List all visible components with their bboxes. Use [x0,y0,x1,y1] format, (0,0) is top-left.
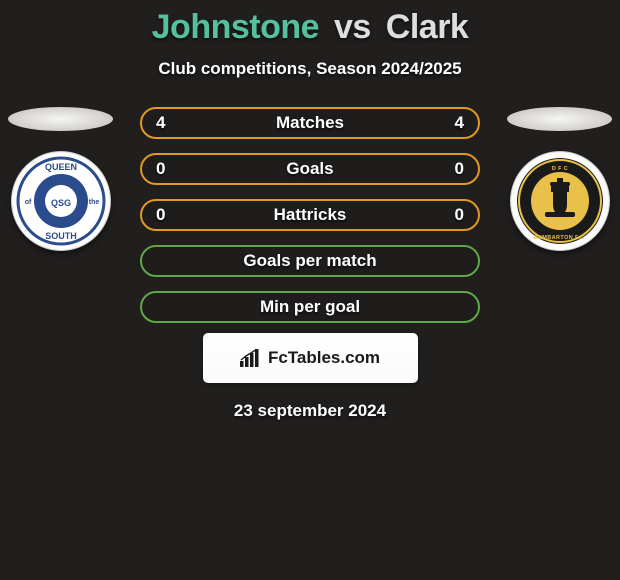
fctables-logo-icon [240,349,262,367]
title-player1: Johnstone [152,8,319,46]
svg-text:D F C: D F C [551,166,567,172]
left-club-badge: QSG QUEEN of the SOUTH [11,151,111,251]
comparison-content: QSG QUEEN of the SOUTH D F C DUMBARTON F… [0,107,620,421]
stat-label: Matches [176,113,444,133]
page-title: Johnstone vs Clark [0,0,620,47]
stat-row: Goals per match [140,245,480,277]
stat-value-right: 4 [444,113,464,133]
svg-text:DUMBARTON F.C.: DUMBARTON F.C. [533,235,586,241]
left-player-ellipse [8,107,113,131]
title-separator: vs [334,8,371,46]
stat-row: 0Hattricks0 [140,199,480,231]
stat-label: Goals [176,159,444,179]
stat-value-left: 4 [156,113,176,133]
subtitle: Club competitions, Season 2024/2025 [0,59,620,79]
right-player-ellipse [507,107,612,131]
stat-row: 0Goals0 [140,153,480,185]
stat-label: Goals per match [176,251,444,271]
left-side-column: QSG QUEEN of the SOUTH [8,107,113,251]
right-side-column: D F C DUMBARTON F.C. [507,107,612,251]
dumbarton-fc-crest-icon: D F C DUMBARTON F.C. [515,156,605,246]
stat-value-left: 0 [156,205,176,225]
svg-text:SOUTH: SOUTH [45,231,77,241]
title-player2: Clark [386,8,469,46]
svg-text:the: the [88,199,99,206]
svg-text:QSG: QSG [50,198,70,208]
stat-value-right: 0 [444,159,464,179]
stat-value-right: 0 [444,205,464,225]
stat-value-left: 0 [156,159,176,179]
branding-badge[interactable]: FcTables.com [203,333,418,383]
branding-text: FcTables.com [268,348,380,368]
stats-container: 4Matches40Goals00Hattricks0Goals per mat… [140,107,480,323]
queen-of-the-south-crest-icon: QSG QUEEN of the SOUTH [16,156,106,246]
svg-text:of: of [24,199,31,206]
date-stamp: 23 september 2024 [0,401,620,421]
stat-row: 4Matches4 [140,107,480,139]
stat-label: Min per goal [176,297,444,317]
svg-text:QUEEN: QUEEN [44,162,76,172]
stat-label: Hattricks [176,205,444,225]
right-club-badge: D F C DUMBARTON F.C. [510,151,610,251]
stat-row: Min per goal [140,291,480,323]
